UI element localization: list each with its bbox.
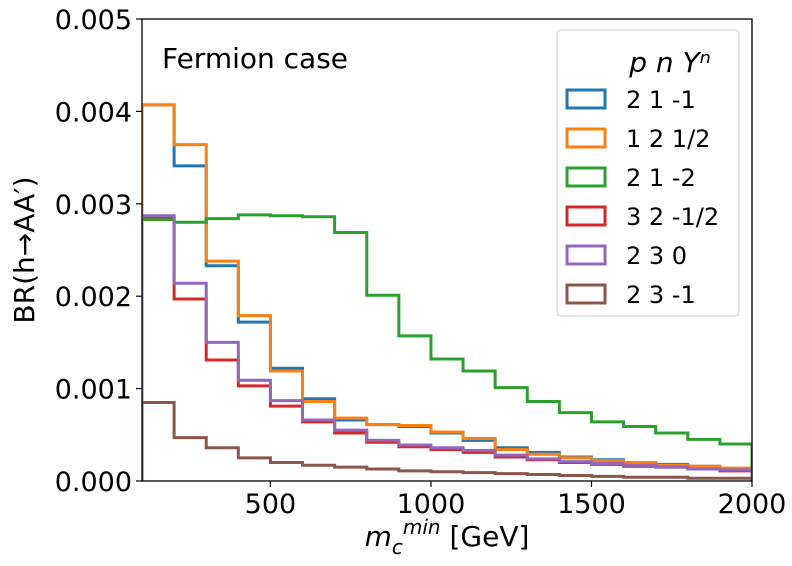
series-line-3 [142, 213, 752, 481]
legend-swatch [565, 127, 607, 149]
legend-swatch [565, 88, 607, 110]
series-line-5 [142, 214, 752, 481]
legend-title: p n Yⁿ [628, 46, 711, 79]
legend-entry-label: 2 1 -2 [626, 164, 696, 192]
chart-annotation: Fermion case [162, 42, 348, 75]
x-axis-label: mcmin [GeV] [365, 515, 530, 559]
x-tick-label: 1000 [397, 489, 466, 520]
x-axis-label-sup: min [403, 515, 441, 539]
legend-entry-label: 2 3 -1 [626, 281, 696, 309]
y-tick-label: 0.002 [55, 282, 132, 313]
y-axis-label: BR(h→AA′) [8, 176, 41, 323]
y-tick-label: 0.000 [55, 467, 132, 498]
x-tick-label: 2000 [718, 489, 787, 520]
plot-frame [141, 18, 753, 482]
y-tick-label: 0.005 [55, 5, 132, 36]
x-tick-label: 1500 [557, 489, 626, 520]
legend: p n Yⁿ 2 1 -11 2 1/22 1 -23 2 -1/22 3 02… [556, 29, 740, 317]
legend-swatch [565, 244, 607, 266]
series-line-6 [142, 400, 752, 481]
y-tick-label: 0.001 [55, 375, 132, 406]
legend-entry-label: 1 2 1/2 [626, 125, 710, 153]
x-axis-label-unit: [GeV] [441, 520, 530, 553]
ticks-layer: 500 1000 1500 2000 0.000 0.001 0.002 0.003 0.004… [55, 5, 787, 520]
legend-items: 2 1 -1 1 2 1/2 2 1 -2 3 2 -1/2 2 3 0 2 3 -1 [565, 86, 719, 309]
legend-entry-label: 2 3 0 [626, 242, 687, 270]
x-axis-label-main: m [365, 520, 392, 553]
y-tick-label: 0.004 [55, 97, 132, 128]
legend-swatch [565, 166, 607, 188]
x-axis-label-sub: c [392, 535, 403, 559]
legend-entry-label: 3 2 -1/2 [626, 203, 719, 231]
y-tick-label: 0.003 [55, 190, 132, 221]
x-tick-label: 500 [245, 489, 297, 520]
legend-entry-label: 2 1 -1 [626, 86, 696, 114]
legend-swatch [565, 205, 607, 227]
legend-swatch [565, 283, 607, 305]
series-layer [142, 103, 752, 481]
